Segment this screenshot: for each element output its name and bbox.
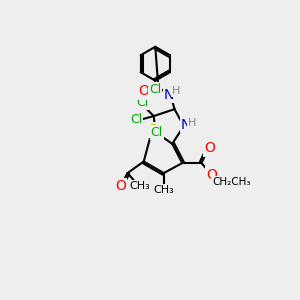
Text: CH₂CH₃: CH₂CH₃ xyxy=(212,176,251,187)
Text: O: O xyxy=(138,84,149,98)
Text: O: O xyxy=(206,168,217,182)
Text: Cl: Cl xyxy=(136,97,148,110)
Text: H: H xyxy=(188,118,196,128)
Text: S: S xyxy=(148,123,157,137)
Text: Cl: Cl xyxy=(149,83,161,96)
Text: Cl: Cl xyxy=(130,113,142,126)
Text: Cl: Cl xyxy=(151,126,163,139)
Text: N: N xyxy=(164,88,174,101)
Text: N: N xyxy=(181,118,191,132)
Text: CH₃: CH₃ xyxy=(153,185,174,195)
Text: H: H xyxy=(172,86,180,96)
Text: O: O xyxy=(204,141,214,155)
Text: O: O xyxy=(115,179,126,193)
Text: CH₃: CH₃ xyxy=(130,181,150,191)
